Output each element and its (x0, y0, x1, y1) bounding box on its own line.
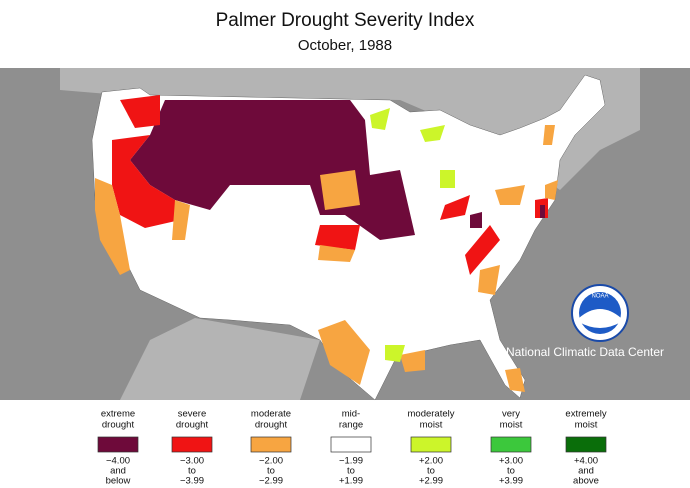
legend-range: +1.99 (339, 476, 363, 487)
legend-label: moderate (251, 409, 291, 420)
legend-range: −2.99 (259, 476, 283, 487)
legend-range: +3.99 (499, 476, 523, 487)
legend-label: severe (178, 409, 207, 420)
legend-swatch (490, 436, 532, 453)
legend-range: +3.00 (499, 456, 523, 467)
legend-label: mid- (342, 409, 360, 420)
legend-swatch (250, 436, 292, 453)
legend-swatch (171, 436, 213, 453)
title: Palmer Drought Severity Index (216, 10, 475, 31)
legend-label: drought (176, 420, 209, 431)
legend-swatch (410, 436, 452, 453)
legend-range: and (578, 466, 594, 477)
subtitle: October, 1988 (298, 37, 392, 54)
agency: National Climatic Data Center (506, 345, 664, 359)
canada (60, 68, 640, 190)
legend-range: −4.00 (106, 456, 130, 467)
legend-label: drought (255, 420, 288, 431)
legend-range: +2.99 (419, 476, 443, 487)
legend-range: to (267, 466, 275, 477)
legend-range: −3.00 (180, 456, 204, 467)
legend: extremedrought−4.00andbelowseveredrought… (97, 409, 607, 487)
legend-range: to (188, 466, 196, 477)
logo-text: NOAA (591, 294, 608, 300)
legend-label: moist (500, 420, 523, 431)
legend-swatch (565, 436, 607, 453)
legend-label: moist (575, 420, 598, 431)
legend-range: to (427, 466, 435, 477)
legend-range: +4.00 (574, 456, 598, 467)
logo-bird (579, 309, 621, 328)
map: NOAA National Climatic Data Center (0, 68, 690, 401)
legend-range: above (573, 476, 599, 487)
legend-label: extreme (101, 409, 135, 420)
noaa-logo: NOAA (571, 284, 629, 342)
legend-range: +2.00 (419, 456, 443, 467)
severe-drought-area (112, 95, 548, 275)
legend-range: and (110, 466, 126, 477)
legend-label: moderately (408, 409, 455, 420)
legend-range: −2.00 (259, 456, 283, 467)
legend-range: −1.99 (339, 456, 363, 467)
legend-range: below (106, 476, 131, 487)
moderate-drought-area (95, 125, 558, 392)
legend-label: extremely (565, 409, 606, 420)
legend-range: to (347, 466, 355, 477)
mexico (120, 318, 320, 400)
legend-range: −3.99 (180, 476, 204, 487)
legend-label: drought (102, 420, 135, 431)
legend-label: range (339, 420, 363, 431)
legend-swatch (97, 436, 139, 453)
legend-swatch (330, 436, 372, 453)
legend-label: very (502, 409, 520, 420)
legend-label: moist (420, 420, 443, 431)
legend-range: to (507, 466, 515, 477)
extreme-drought-spot (470, 205, 545, 228)
